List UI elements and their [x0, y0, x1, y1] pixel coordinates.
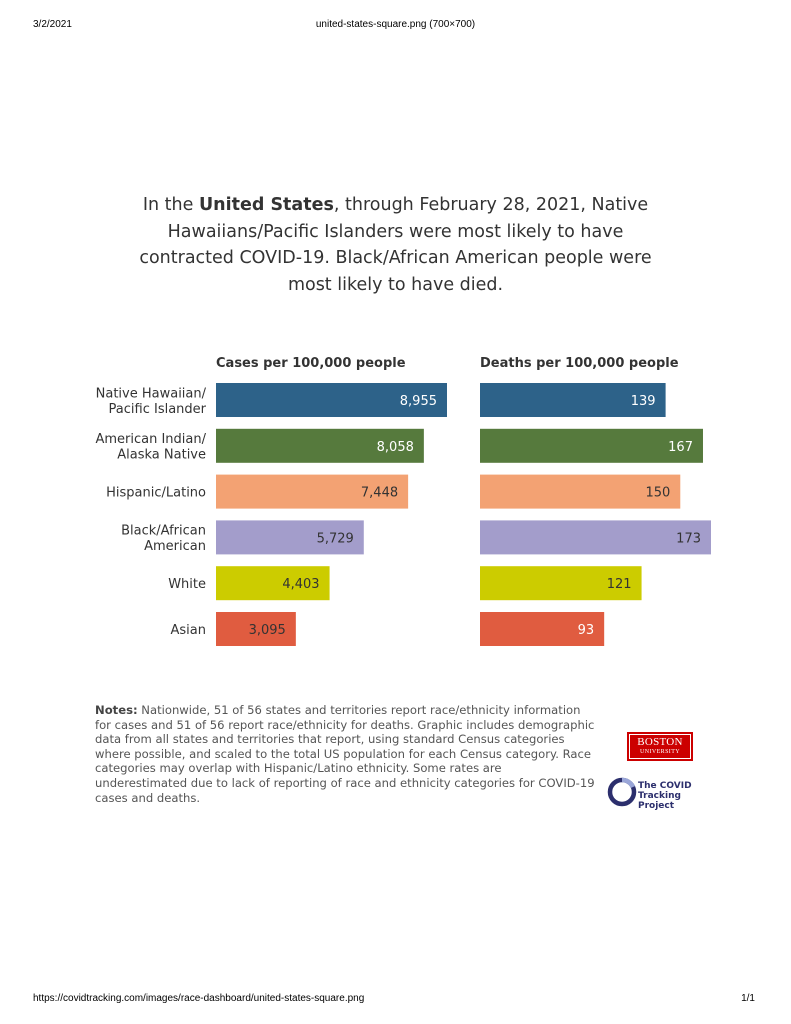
deaths-value-label: 173 — [676, 531, 701, 546]
category-label: White — [168, 577, 206, 592]
ctp-logo-text: The COVID Tracking Project — [638, 781, 717, 811]
deaths-bar — [480, 474, 681, 509]
deaths-chart-title: Deaths per 100,000 people — [480, 356, 679, 371]
boston-university-logo: BOSTON UNIVERSITY — [627, 732, 693, 761]
deaths-value-label: 139 — [631, 394, 656, 409]
cases-value-label: 4,403 — [282, 577, 319, 592]
ctp-ring-icon — [607, 777, 637, 807]
covid-tracking-project-logo: The COVID Tracking Project — [607, 775, 717, 811]
cases-value-label: 3,095 — [249, 623, 286, 638]
cases-value-label: 8,955 — [400, 394, 437, 409]
cases-value-label: 5,729 — [317, 531, 354, 546]
deaths-bar — [480, 566, 642, 601]
deaths-value-label: 93 — [578, 623, 595, 638]
category-label: Hispanic/Latino — [106, 486, 206, 501]
bu-logo-line1: BOSTON — [637, 736, 683, 748]
bu-logo-line2: UNIVERSITY — [640, 749, 680, 755]
category-label: Black/African — [121, 524, 206, 539]
ctp-logo-line2: Tracking Project — [638, 791, 681, 811]
headline-rest: , through February 28, 2021, Native Hawa… — [139, 195, 652, 295]
notes-text: Nationwide, 51 of 56 states and territor… — [95, 703, 595, 805]
deaths-bar — [480, 428, 703, 463]
cases-bar — [216, 566, 330, 601]
category-label: Native Hawaiian/ — [96, 386, 207, 401]
category-label: Asian — [171, 623, 206, 638]
print-file-title: united-states-square.png (700×700) — [315, 19, 476, 30]
print-footer: https://covidtracking.com/images/race-da… — [0, 993, 791, 1007]
print-page-number: 1/1 — [741, 993, 755, 1004]
cases-bar — [216, 383, 447, 417]
headline-prefix: In the — [142, 195, 199, 215]
cases-value-label: 8,058 — [377, 440, 414, 455]
cases-bar — [216, 428, 424, 463]
headline-location: United States — [198, 195, 334, 215]
category-label: American — [144, 539, 206, 554]
deaths-value-label: 167 — [668, 440, 693, 455]
deaths-value-label: 121 — [607, 577, 632, 592]
cases-value-label: 7,448 — [361, 486, 398, 501]
cases-bar — [216, 612, 296, 646]
deaths-value-label: 150 — [645, 486, 670, 501]
cases-bar — [216, 474, 409, 509]
deaths-bar — [480, 383, 666, 417]
deaths-bar — [480, 520, 711, 555]
cases-bar — [216, 520, 364, 555]
cases-chart-title: Cases per 100,000 people — [216, 356, 406, 371]
category-label: Alaska Native — [117, 448, 206, 463]
notes-label: Notes: — [95, 703, 138, 717]
print-header: 3/2/2021 united-states-square.png (700×7… — [0, 19, 791, 33]
bar-charts: Native Hawaiian/Pacific Islander American… — [95, 356, 711, 646]
print-url: https://covidtracking.com/images/race-da… — [33, 993, 365, 1004]
deaths-bar — [480, 612, 605, 646]
category-label: American Indian/ — [95, 432, 206, 447]
print-date: 3/2/2021 — [33, 19, 72, 30]
headline: In the United States, through February 2… — [120, 192, 671, 298]
ctp-logo-line1: The COVID — [638, 781, 692, 791]
category-label: Pacific Islander — [109, 402, 207, 417]
notes: Notes: Nationwide, 51 of 56 states and t… — [95, 703, 595, 805]
